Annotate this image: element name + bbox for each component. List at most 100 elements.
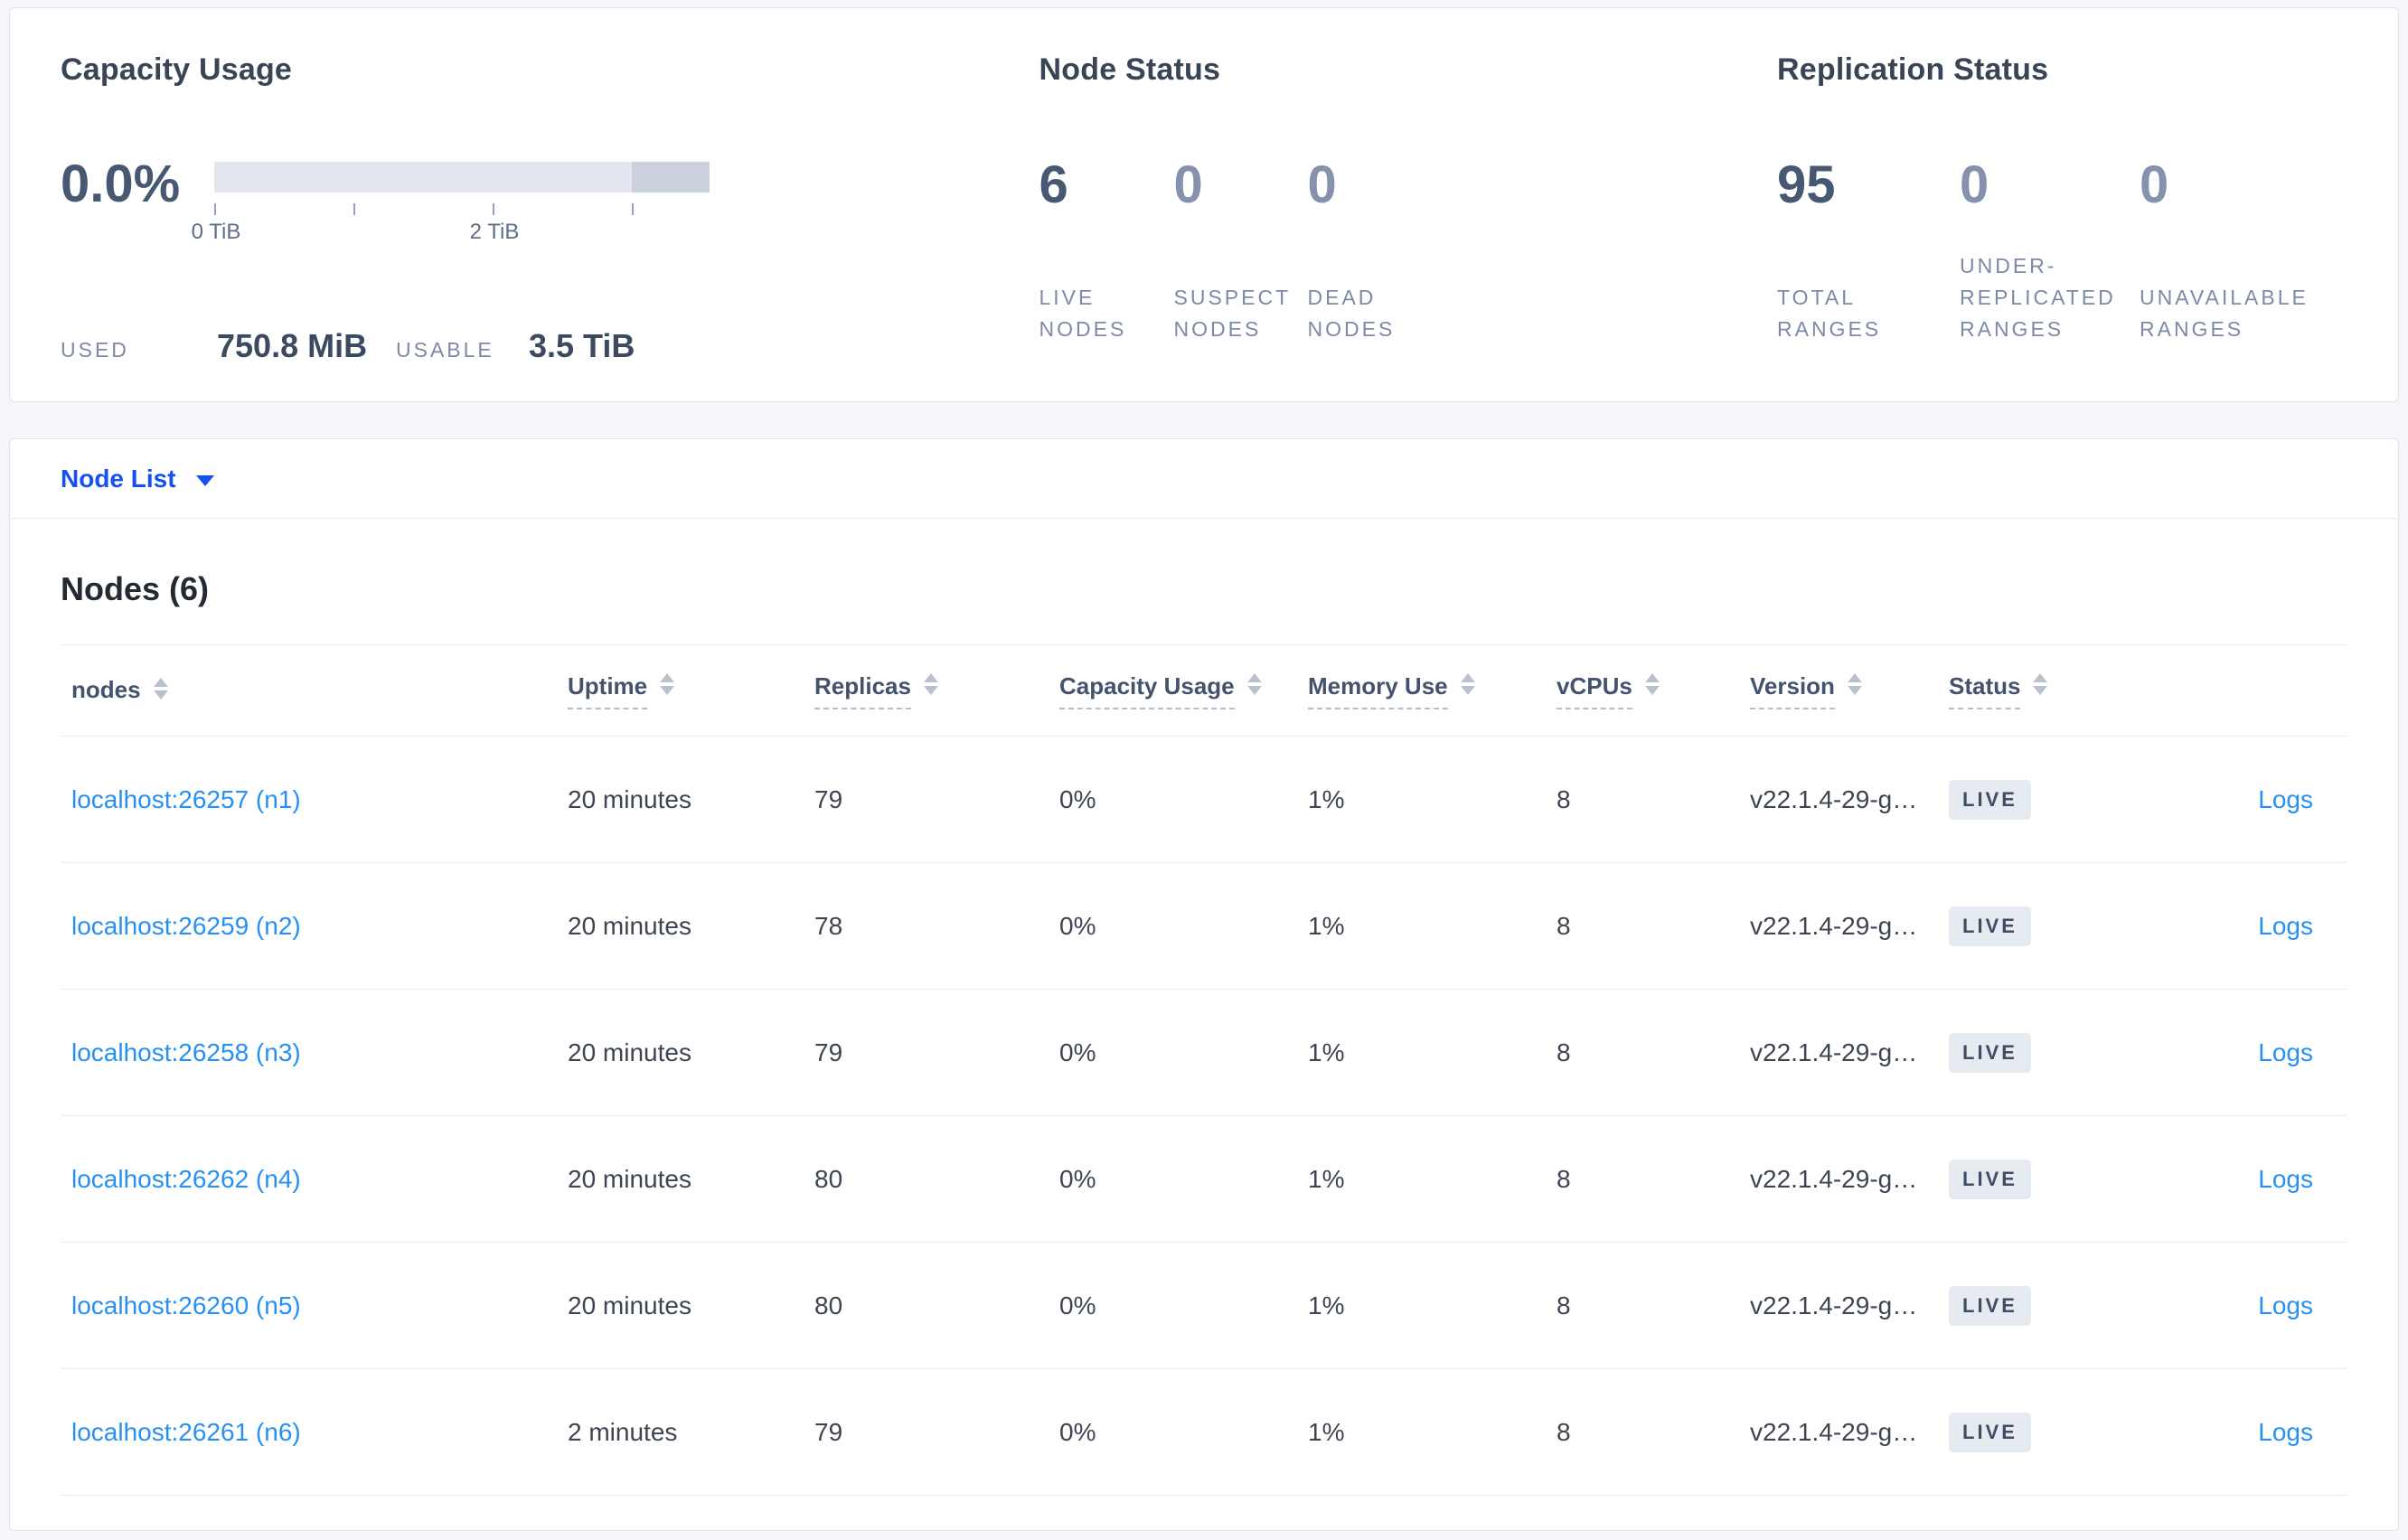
replicas-cell: 78 [814, 911, 843, 940]
vcpus-cell: 8 [1557, 784, 1571, 813]
node-link[interactable]: localhost:26262 (n4) [71, 1164, 301, 1193]
unavailable-ranges-count: 0 [2140, 155, 2169, 214]
logs-link[interactable]: Logs [2258, 1291, 2313, 1319]
axis-tick-label: 0 TiB [191, 220, 241, 244]
under-replicated-ranges-label: UNDER-REPLICATED RANGES [1960, 254, 2116, 341]
node-status-section: Node Status 6 0 0 LIVE NODES SUSPECT NOD… [1039, 50, 1778, 365]
replicas-cell: 80 [814, 1164, 843, 1193]
total-ranges-label: TOTAL RANGES [1777, 286, 1882, 341]
nodes-list-body: Nodes (6) nodes Uptime Replicas Capacity… [10, 568, 2398, 1496]
replication-labels: TOTAL RANGES UNDER-REPLICATED RANGES UNA… [1777, 250, 2347, 345]
table-row: localhost:26262 (n4) 20 minutes 80 0% 1%… [61, 1116, 2347, 1243]
logs-link[interactable]: Logs [2258, 1164, 2313, 1193]
column-header-memory-use[interactable]: Memory Use [1297, 672, 1546, 709]
node-status-labels: LIVE NODES SUSPECT NODES DEAD NODES [1039, 282, 1778, 345]
node-link[interactable]: localhost:26257 (n1) [71, 784, 301, 813]
capacity-bar-end-segment [632, 162, 710, 192]
table-row: localhost:26259 (n2) 20 minutes 78 0% 1%… [61, 863, 2347, 990]
chevron-down-icon [195, 474, 214, 486]
status-badge: LIVE [1949, 1412, 2031, 1452]
under-replicated-ranges-count: 0 [1960, 155, 1989, 214]
sort-icon [1460, 673, 1475, 696]
axis-tick-label: 2 TiB [469, 220, 520, 244]
column-header-replicas[interactable]: Replicas [804, 672, 1049, 709]
sort-icon [1246, 673, 1262, 696]
sort-icon [1847, 673, 1862, 696]
capacity-usage-section: Capacity Usage 0.0% 0 TiB 2 TiB USED 7 [61, 50, 1039, 365]
status-badge: LIVE [1949, 906, 2031, 946]
column-header-vcpus[interactable]: vCPUs [1546, 672, 1739, 709]
capacity-percent-value: 0.0% [61, 155, 181, 213]
replication-status-section: Replication Status 95 0 0 TOTAL RANGES U… [1777, 50, 2347, 365]
capacity-usage-cell: 0% [1059, 1038, 1096, 1066]
vcpus-cell: 8 [1557, 911, 1571, 940]
axis-tick [493, 203, 494, 215]
vcpus-cell: 8 [1557, 1291, 1571, 1319]
logs-link[interactable]: Logs [2258, 784, 2313, 813]
table-row: localhost:26258 (n3) 20 minutes 79 0% 1%… [61, 990, 2347, 1116]
capacity-usage-cell: 0% [1059, 1417, 1096, 1446]
suspect-nodes-label: SUSPECT NODES [1173, 286, 1291, 341]
vcpus-cell: 8 [1557, 1038, 1571, 1066]
vcpus-cell: 8 [1557, 1164, 1571, 1193]
status-badge: LIVE [1949, 1285, 2031, 1326]
live-nodes-label: LIVE NODES [1039, 286, 1127, 341]
memory-use-cell: 1% [1308, 1164, 1345, 1193]
sort-icon [660, 673, 675, 696]
sort-icon [2033, 673, 2048, 696]
sort-icon [153, 677, 168, 700]
status-badge: LIVE [1949, 779, 2031, 820]
version-cell: v22.1.4-29-g… [1750, 1417, 1918, 1446]
nodes-table-body: localhost:26257 (n1) 20 minutes 79 0% 1%… [61, 737, 2347, 1496]
sort-icon [1644, 673, 1660, 696]
column-header-uptime[interactable]: Uptime [557, 672, 804, 709]
dead-nodes-label: DEAD NODES [1307, 286, 1396, 341]
column-header-version[interactable]: Version [1739, 672, 1938, 709]
view-selector-bar: Node List [10, 439, 2398, 519]
capacity-usage-cell: 0% [1059, 1164, 1096, 1193]
column-header-status[interactable]: Status [1938, 672, 2123, 709]
nodes-heading: Nodes (6) [61, 570, 210, 607]
node-link[interactable]: localhost:26261 (n6) [71, 1417, 301, 1446]
version-cell: v22.1.4-29-g… [1750, 784, 1918, 813]
used-label: USED [61, 338, 129, 362]
node-link[interactable]: localhost:26258 (n3) [71, 1038, 301, 1066]
uptime-cell: 20 minutes [568, 911, 691, 940]
memory-use-cell: 1% [1308, 1038, 1345, 1066]
usable-value: 3.5 TiB [529, 327, 635, 364]
node-link[interactable]: localhost:26259 (n2) [71, 911, 301, 940]
axis-tick [353, 203, 355, 215]
replication-status-title: Replication Status [1777, 52, 2049, 87]
memory-use-cell: 1% [1308, 911, 1345, 940]
uptime-cell: 20 minutes [568, 1038, 691, 1066]
capacity-usage-cell: 0% [1059, 1291, 1096, 1319]
table-row: localhost:26260 (n5) 20 minutes 80 0% 1%… [61, 1243, 2347, 1369]
column-header-capacity-usage[interactable]: Capacity Usage [1049, 672, 1297, 709]
node-list-dropdown-label: Node List [61, 464, 176, 493]
used-value: 750.8 MiB [217, 327, 368, 364]
usable-label: USABLE [396, 338, 494, 362]
logs-link[interactable]: Logs [2258, 1038, 2313, 1066]
node-list-dropdown[interactable]: Node List [61, 465, 214, 493]
node-status-title: Node Status [1039, 52, 1221, 87]
node-list-panel: Node List Nodes (6) nodes Uptime Replica… [9, 438, 2399, 1531]
memory-use-cell: 1% [1308, 1417, 1345, 1446]
nodes-table: nodes Uptime Replicas Capacity Usage Mem… [61, 644, 2347, 1496]
version-cell: v22.1.4-29-g… [1750, 1038, 1918, 1066]
status-badge: LIVE [1949, 1159, 2031, 1199]
capacity-stats-row: USED 750.8 MiB USABLE 3.5 TiB [61, 327, 1039, 365]
logs-link[interactable]: Logs [2258, 1417, 2313, 1446]
replicas-cell: 79 [814, 1417, 843, 1446]
column-header-nodes[interactable]: nodes [61, 676, 557, 705]
cluster-summary-panel: Capacity Usage 0.0% 0 TiB 2 TiB USED 7 [9, 7, 2399, 402]
total-ranges-count: 95 [1777, 155, 1836, 214]
node-link[interactable]: localhost:26260 (n5) [71, 1291, 301, 1319]
replicas-cell: 79 [814, 1038, 843, 1066]
logs-link[interactable]: Logs [2258, 911, 2313, 940]
nodes-table-header: nodes Uptime Replicas Capacity Usage Mem… [61, 644, 2347, 737]
table-row: localhost:26261 (n6) 2 minutes 79 0% 1% … [61, 1369, 2347, 1496]
uptime-cell: 20 minutes [568, 1291, 691, 1319]
capacity-usage-body: 0.0% 0 TiB 2 TiB [61, 156, 1039, 263]
capacity-usage-title: Capacity Usage [61, 52, 293, 87]
